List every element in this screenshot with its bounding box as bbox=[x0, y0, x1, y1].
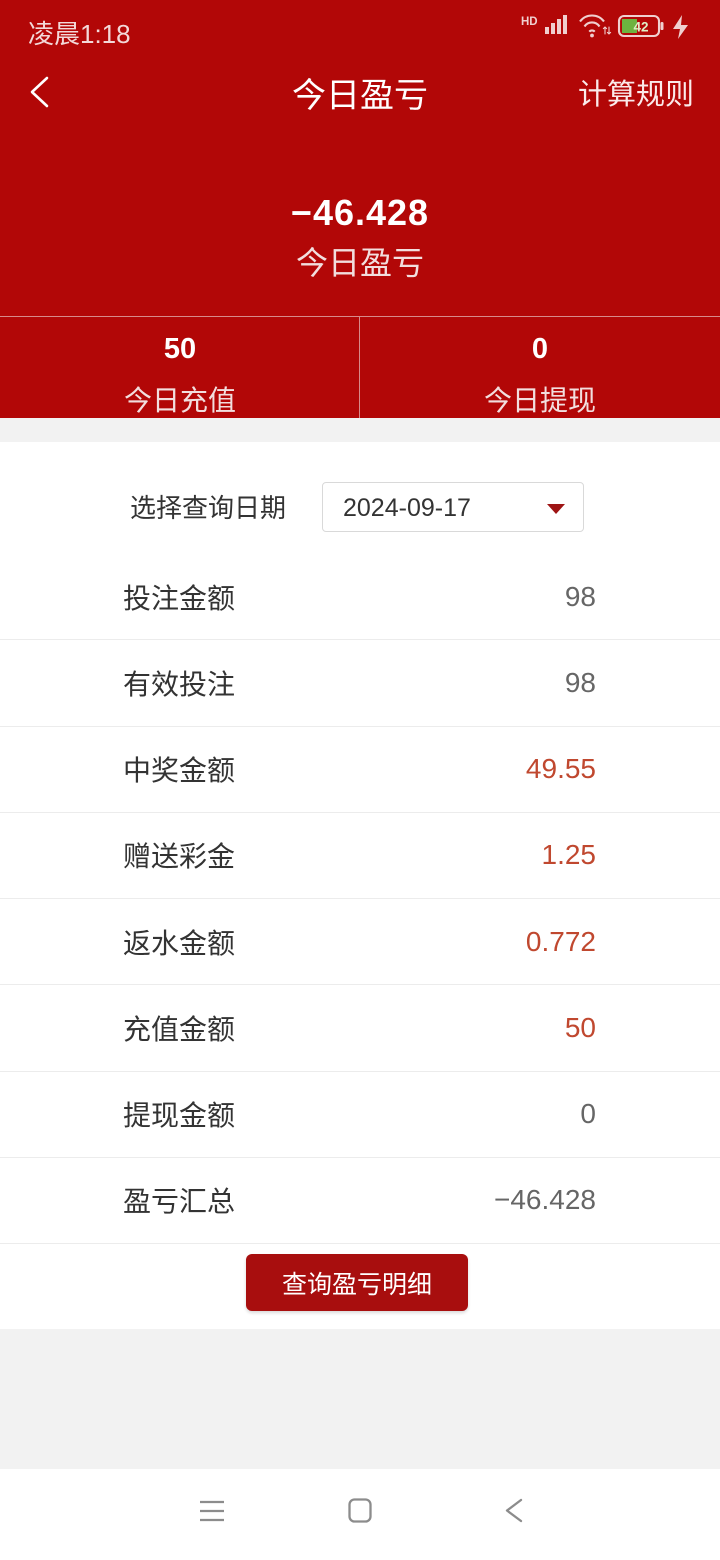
svg-text:HD: HD bbox=[521, 16, 538, 28]
svg-text:42: 42 bbox=[633, 20, 648, 35]
